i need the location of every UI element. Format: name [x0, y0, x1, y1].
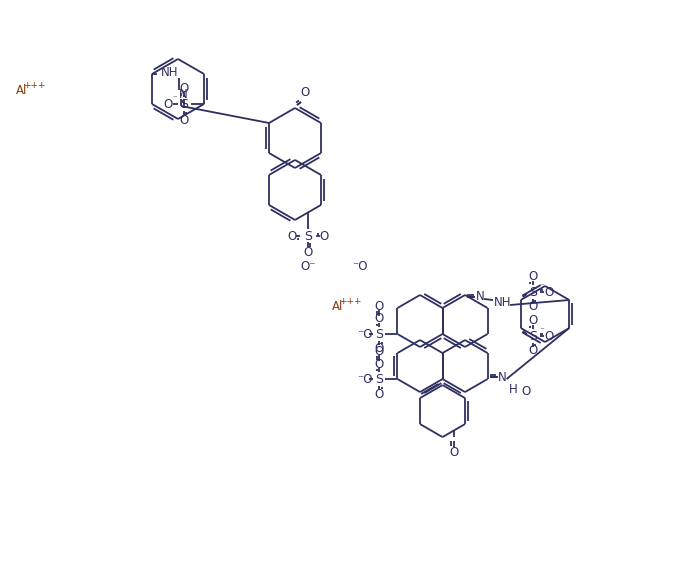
Text: O: O: [528, 315, 538, 328]
Text: Al: Al: [16, 83, 28, 96]
Text: O: O: [287, 230, 296, 243]
Text: N: N: [498, 371, 507, 384]
Text: ⁻: ⁻: [540, 327, 544, 336]
Text: +++: +++: [339, 296, 361, 305]
Text: O: O: [375, 300, 384, 312]
Text: O: O: [180, 82, 188, 94]
Text: O: O: [449, 446, 458, 459]
Text: ⁻: ⁻: [540, 283, 544, 292]
Text: O: O: [375, 344, 384, 357]
Text: O: O: [300, 86, 310, 99]
Text: O: O: [163, 98, 173, 111]
Text: ⁻O: ⁻O: [353, 260, 367, 273]
Text: O⁻: O⁻: [300, 260, 316, 273]
Text: NH: NH: [161, 66, 179, 78]
Text: S: S: [376, 372, 384, 385]
Text: N: N: [178, 87, 187, 100]
Text: O: O: [375, 312, 384, 325]
Text: O: O: [528, 344, 538, 357]
Text: O: O: [544, 329, 553, 343]
Text: ⁻: ⁻: [173, 94, 178, 103]
Text: O: O: [544, 286, 553, 299]
Text: O: O: [375, 343, 384, 356]
Text: NH: NH: [494, 296, 512, 308]
Text: Al: Al: [332, 300, 344, 312]
Text: S: S: [529, 286, 537, 299]
Text: +++: +++: [23, 81, 45, 90]
Text: S: S: [529, 329, 537, 343]
Text: O: O: [303, 246, 313, 259]
Text: S: S: [304, 230, 312, 243]
Text: O: O: [528, 271, 538, 283]
Text: H: H: [509, 383, 518, 396]
Text: S: S: [376, 328, 384, 340]
Text: O: O: [521, 384, 530, 397]
Text: O: O: [528, 300, 538, 313]
Text: N: N: [476, 291, 484, 304]
Text: O: O: [180, 114, 188, 127]
Text: ⁻O: ⁻O: [357, 328, 372, 340]
Text: ⁻O: ⁻O: [357, 372, 372, 385]
Text: O: O: [375, 357, 384, 371]
Text: S: S: [180, 98, 188, 111]
Text: O: O: [319, 230, 329, 243]
Text: O: O: [375, 388, 384, 400]
